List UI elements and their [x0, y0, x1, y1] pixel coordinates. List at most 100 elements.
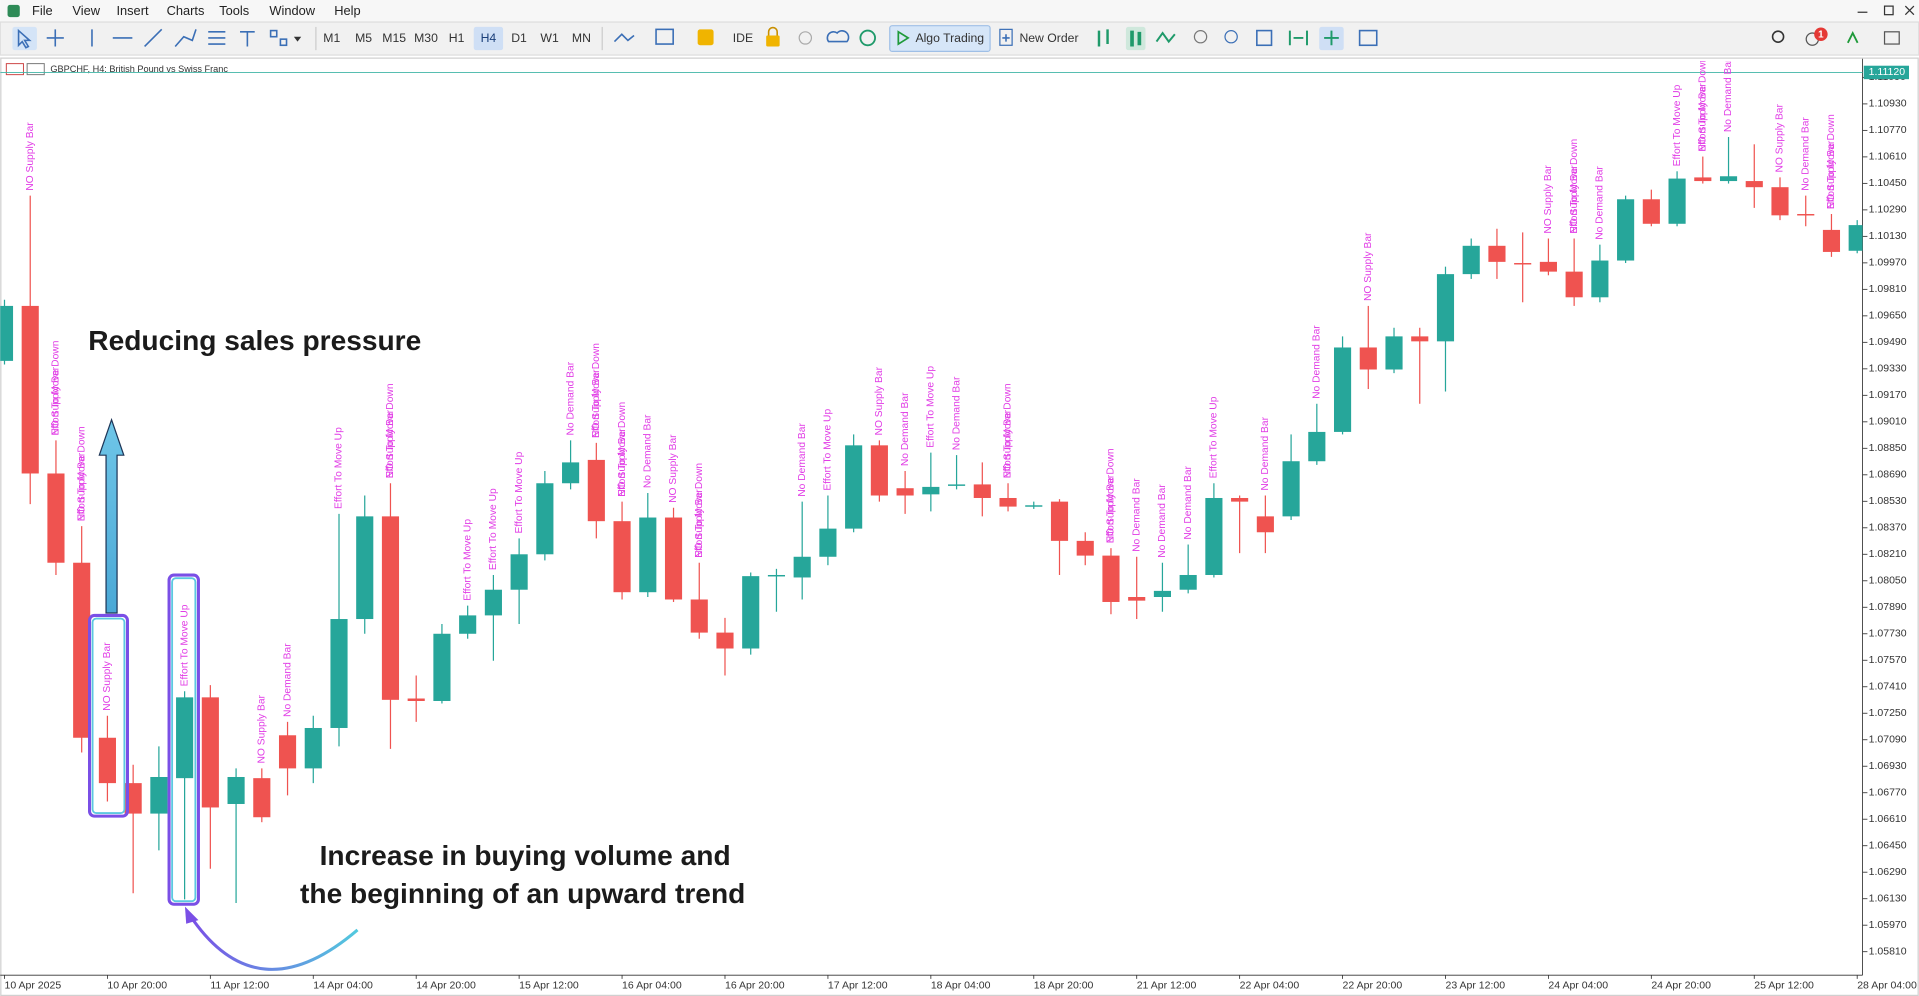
- annotation-text: the beginning of an upward trend: [300, 878, 745, 909]
- last-price-label: 1.11120: [1869, 66, 1906, 78]
- shapes-icon-2[interactable]: [279, 38, 288, 47]
- signal-label: Effort To Move Down: [51, 340, 62, 435]
- axes: 1.110901.109301.107701.106101.104501.102…: [4, 65, 1917, 991]
- shapes-icon[interactable]: [269, 29, 278, 38]
- y-tick-label: 1.06770: [1869, 787, 1907, 799]
- timeframe-button[interactable]: MN: [572, 31, 591, 45]
- x-tick-label: 24 Apr 20:00: [1651, 979, 1711, 991]
- bar-chart-icon[interactable]: [1097, 29, 1109, 47]
- signal-icon[interactable]: [798, 31, 813, 45]
- candle-body: [510, 554, 528, 590]
- candle-body: [1617, 199, 1635, 261]
- signal-strength-icon[interactable]: [1847, 30, 1859, 44]
- y-tick-label: 1.10610: [1869, 151, 1907, 163]
- y-tick-label: 1.10930: [1869, 98, 1907, 110]
- candle-chart-icon[interactable]: [1130, 30, 1142, 47]
- candle-body: [1076, 540, 1094, 556]
- zoom-out-icon[interactable]: [1224, 29, 1238, 44]
- signal-label: NO Supply Bar: [257, 694, 268, 763]
- x-tick-label: 16 Apr 20:00: [725, 979, 785, 991]
- candle-body: [330, 619, 348, 728]
- menu-item[interactable]: View: [72, 3, 100, 18]
- cursor-icon[interactable]: [17, 28, 32, 49]
- scroll-icon[interactable]: [1288, 30, 1308, 46]
- x-tick-label: 10 Apr 2025: [4, 979, 61, 991]
- y-tick-label: 1.10770: [1869, 124, 1907, 136]
- timeframe-button[interactable]: M5: [355, 31, 372, 45]
- signal-label: No Demand Bar: [1157, 484, 1168, 558]
- timeframe-button[interactable]: H1: [449, 31, 465, 45]
- menu-bar: [0, 0, 1919, 23]
- channel-icon[interactable]: [174, 29, 197, 48]
- line-chart-icon[interactable]: [1155, 31, 1176, 44]
- highlight-box: [87, 613, 129, 818]
- tile-icon[interactable]: [1256, 29, 1273, 47]
- signal-label: Effort To Move Down: [1106, 448, 1117, 543]
- cloud-icon[interactable]: [826, 30, 850, 43]
- y-tick-label: 1.08210: [1869, 548, 1907, 560]
- timeframe-button[interactable]: M15: [382, 31, 406, 45]
- x-tick-label: 15 Apr 12:00: [519, 979, 579, 991]
- y-tick-label: 1.10290: [1869, 204, 1907, 216]
- candle-body: [1128, 597, 1146, 601]
- shift-icon[interactable]: [1324, 30, 1339, 46]
- signal-label: No Demand Bar: [643, 414, 654, 488]
- chat-icon[interactable]: [1883, 31, 1900, 45]
- templates-icon[interactable]: [655, 28, 674, 45]
- x-tick-label: 14 Apr 04:00: [313, 979, 373, 991]
- menu-item[interactable]: File: [32, 3, 53, 18]
- timeframe-button[interactable]: H4: [481, 31, 497, 45]
- candle-body: [1025, 505, 1043, 507]
- candle-body: [819, 528, 837, 557]
- up-arrow: [98, 417, 125, 614]
- menu-item[interactable]: Help: [334, 3, 360, 18]
- toolbar-icons: [12, 25, 1900, 53]
- menu-item[interactable]: Tools: [219, 3, 249, 18]
- candle-body: [922, 486, 940, 495]
- algo-trading-button[interactable]: [889, 25, 991, 53]
- candle-body: [639, 517, 657, 593]
- indicators-icon[interactable]: [613, 33, 635, 43]
- market-icon[interactable]: [697, 29, 714, 46]
- candle-body: [1848, 225, 1863, 251]
- signal-label: NO Supply Bar: [591, 369, 602, 438]
- menu-item[interactable]: Insert: [116, 3, 149, 18]
- last-price-box: [1863, 65, 1910, 80]
- new-order-icon[interactable]: [999, 28, 1013, 46]
- lock-icon[interactable]: [766, 35, 780, 47]
- fibo-icon[interactable]: [208, 31, 226, 45]
- candle-body: [1462, 245, 1480, 275]
- y-tick-label: 1.09490: [1869, 336, 1907, 348]
- timeframe-button[interactable]: M30: [414, 31, 438, 45]
- search-icon[interactable]: [1771, 30, 1785, 44]
- menu-item[interactable]: Charts: [167, 3, 205, 18]
- vps-icon[interactable]: [859, 29, 876, 47]
- signal-label: Effort To Move Up: [488, 488, 499, 570]
- crosshair-icon[interactable]: [46, 29, 64, 47]
- candle-body: [948, 484, 966, 486]
- ide-button[interactable]: IDE: [733, 31, 753, 45]
- menu-item[interactable]: Window: [269, 3, 315, 18]
- candle-body: [356, 516, 374, 620]
- candle-body: [227, 776, 245, 804]
- candle-body: [1231, 497, 1249, 502]
- new-order-label[interactable]: New Order: [1019, 31, 1078, 45]
- zoom-in-icon[interactable]: [1193, 29, 1208, 44]
- trendline-icon[interactable]: [144, 28, 163, 48]
- signal-label: No Demand Bar: [1800, 117, 1811, 191]
- y-tick-label: 1.07090: [1869, 734, 1907, 746]
- timeframe-button[interactable]: M1: [323, 31, 340, 45]
- candle-button-bg: [1125, 26, 1146, 51]
- x-tick-label: 25 Apr 12:00: [1754, 979, 1814, 991]
- text-icon[interactable]: [240, 31, 255, 47]
- candle-body: [1385, 336, 1403, 370]
- x-tick-label: 28 Apr 04:00: [1857, 979, 1917, 991]
- timeframe-button[interactable]: W1: [540, 31, 559, 45]
- dropdown[interactable]: [293, 36, 302, 42]
- screenshot-icon[interactable]: [1358, 29, 1378, 47]
- candle-body: [1822, 229, 1841, 252]
- timeframe-button[interactable]: D1: [511, 31, 527, 45]
- signal-label: NO Supply Bar: [385, 409, 396, 478]
- algo-trading-label[interactable]: Algo Trading: [915, 31, 984, 45]
- y-tick-label: 1.05810: [1869, 945, 1907, 957]
